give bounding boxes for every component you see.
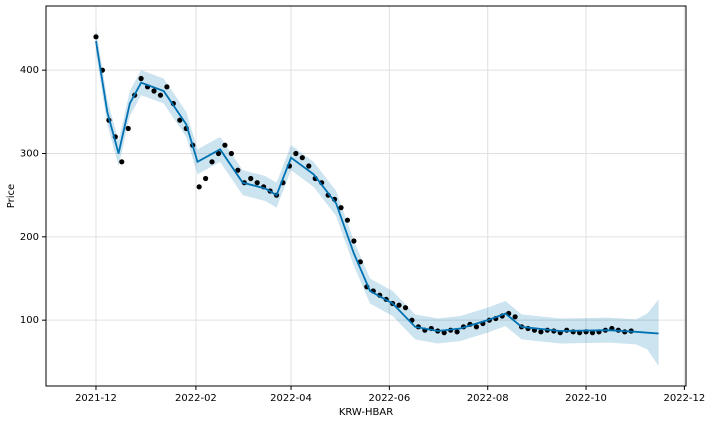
data-point xyxy=(235,167,241,173)
y-axis-label: Price xyxy=(6,184,17,208)
data-point xyxy=(402,305,409,311)
data-point xyxy=(338,205,344,211)
data-point xyxy=(151,88,157,94)
data-point xyxy=(293,150,299,157)
plot-frame xyxy=(45,5,687,387)
data-point xyxy=(344,217,351,223)
data-point xyxy=(441,330,447,336)
data-point xyxy=(538,329,544,335)
y-tick-label: 300 xyxy=(20,149,39,160)
data-point xyxy=(512,314,518,320)
data-point xyxy=(157,92,164,98)
data-point xyxy=(125,125,131,132)
x-tick-label: 2022-02 xyxy=(175,393,217,404)
data-point xyxy=(357,259,363,265)
x-axis-label: KRW-HBAR xyxy=(339,407,393,418)
data-point xyxy=(454,329,460,335)
y-tick-label: 100 xyxy=(20,315,39,326)
data-point xyxy=(396,302,402,308)
x-tick-label: 2022-08 xyxy=(467,393,509,404)
x-tick-label: 2022-10 xyxy=(565,393,607,404)
data-point xyxy=(202,175,209,182)
data-point xyxy=(215,150,222,157)
data-point xyxy=(209,159,215,165)
grid xyxy=(46,6,686,386)
data-point xyxy=(164,84,170,90)
x-tick-label: 2022-06 xyxy=(368,393,410,404)
data-point xyxy=(254,180,260,186)
x-tick-label: 2022-12 xyxy=(663,393,705,404)
y-tick-label: 200 xyxy=(20,232,39,243)
data-point xyxy=(138,75,144,82)
data-point xyxy=(306,163,312,169)
data-point xyxy=(93,34,99,40)
data-point xyxy=(351,238,357,244)
data-point xyxy=(248,175,254,182)
uncertainty-band xyxy=(95,28,659,366)
data-point xyxy=(228,150,234,157)
y-tick-label: 400 xyxy=(20,65,39,76)
x-tick-label: 2022-04 xyxy=(270,393,312,404)
data-point xyxy=(119,159,125,165)
data-point xyxy=(177,117,183,123)
data-point xyxy=(222,142,228,148)
data-point xyxy=(196,184,202,190)
x-tick-label: 2021-12 xyxy=(75,393,117,404)
data-point xyxy=(299,155,305,161)
data-point xyxy=(473,324,480,330)
forecast-line xyxy=(95,40,659,335)
